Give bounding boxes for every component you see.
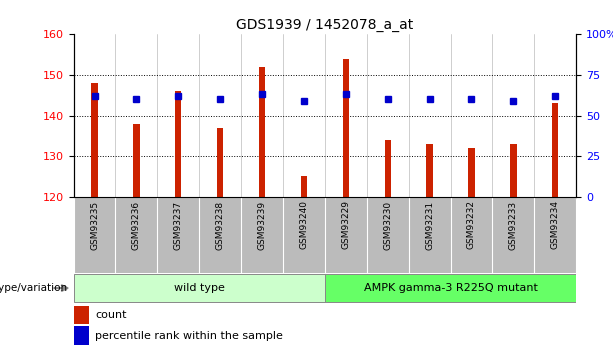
Text: GSM93238: GSM93238 xyxy=(216,200,225,249)
Text: GSM93240: GSM93240 xyxy=(299,200,308,249)
Bar xyxy=(133,124,140,197)
Bar xyxy=(91,83,97,197)
Bar xyxy=(74,306,89,324)
Text: GSM93233: GSM93233 xyxy=(509,200,518,249)
Text: wild type: wild type xyxy=(174,283,224,293)
Text: GSM93231: GSM93231 xyxy=(425,200,434,249)
Text: GSM93236: GSM93236 xyxy=(132,200,141,249)
Bar xyxy=(74,326,89,345)
Bar xyxy=(74,274,325,302)
Text: GSM93234: GSM93234 xyxy=(550,200,560,249)
Text: GSM93239: GSM93239 xyxy=(257,200,267,249)
Bar xyxy=(301,176,307,197)
Bar xyxy=(343,59,349,197)
Bar xyxy=(468,148,474,197)
Text: GSM93229: GSM93229 xyxy=(341,200,351,249)
Bar xyxy=(384,140,391,197)
Bar xyxy=(427,144,433,197)
Text: GSM93235: GSM93235 xyxy=(90,200,99,249)
Bar xyxy=(217,128,223,197)
Bar xyxy=(259,67,265,197)
Bar xyxy=(510,144,517,197)
Text: GSM93230: GSM93230 xyxy=(383,200,392,249)
Bar xyxy=(552,104,558,197)
Text: GSM93237: GSM93237 xyxy=(173,200,183,249)
Text: count: count xyxy=(95,310,126,320)
Bar xyxy=(175,91,181,197)
Text: GSM93232: GSM93232 xyxy=(467,200,476,249)
Text: percentile rank within the sample: percentile rank within the sample xyxy=(95,331,283,341)
Text: genotype/variation: genotype/variation xyxy=(0,283,67,293)
Bar xyxy=(325,274,576,302)
Text: AMPK gamma-3 R225Q mutant: AMPK gamma-3 R225Q mutant xyxy=(364,283,538,293)
Title: GDS1939 / 1452078_a_at: GDS1939 / 1452078_a_at xyxy=(236,18,414,32)
